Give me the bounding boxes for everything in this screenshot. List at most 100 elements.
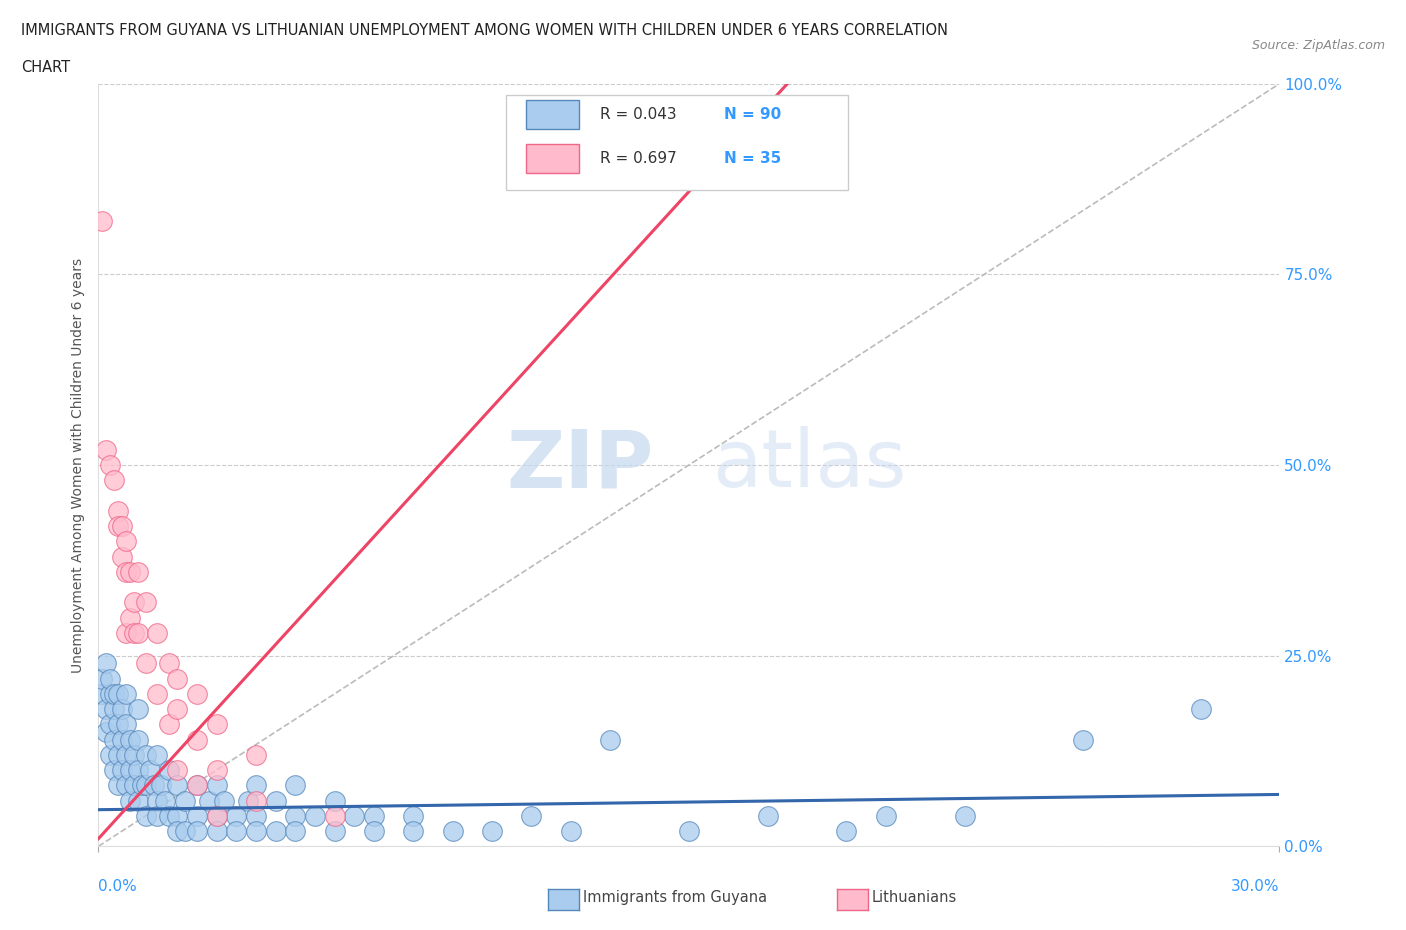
Point <box>91 214 114 229</box>
Point <box>96 724 118 739</box>
Point <box>174 793 197 808</box>
Point <box>127 565 149 579</box>
Point <box>135 748 157 763</box>
Point <box>166 701 188 716</box>
FancyBboxPatch shape <box>526 144 579 173</box>
Point <box>146 793 169 808</box>
Point <box>174 824 197 839</box>
Point <box>186 777 208 792</box>
Point <box>756 808 779 823</box>
Point <box>115 777 138 792</box>
Point <box>96 701 118 716</box>
Point <box>107 686 129 701</box>
Point <box>103 732 125 747</box>
Point <box>98 686 121 701</box>
Point <box>122 595 145 610</box>
Point <box>402 808 425 823</box>
Text: R = 0.697: R = 0.697 <box>600 151 678 166</box>
Text: IMMIGRANTS FROM GUYANA VS LITHUANIAN UNEMPLOYMENT AMONG WOMEN WITH CHILDREN UNDE: IMMIGRANTS FROM GUYANA VS LITHUANIAN UNE… <box>21 23 948 38</box>
Point <box>166 671 188 686</box>
Point <box>103 686 125 701</box>
Point <box>103 472 125 487</box>
Point <box>118 793 141 808</box>
Point <box>111 549 134 564</box>
Text: R = 0.043: R = 0.043 <box>600 108 676 123</box>
Point <box>441 824 464 839</box>
Point <box>122 625 145 640</box>
FancyBboxPatch shape <box>506 95 848 191</box>
Point <box>91 671 114 686</box>
Point <box>481 824 503 839</box>
Point <box>245 777 267 792</box>
Point <box>115 686 138 701</box>
Point <box>284 777 307 792</box>
Point <box>835 824 858 839</box>
Point <box>186 808 208 823</box>
Text: N = 35: N = 35 <box>724 151 782 166</box>
Text: ZIP: ZIP <box>506 426 654 504</box>
Point <box>131 777 153 792</box>
Point <box>363 808 385 823</box>
Point <box>98 458 121 472</box>
Point <box>135 656 157 671</box>
Point <box>98 671 121 686</box>
Point <box>107 748 129 763</box>
Point <box>245 824 267 839</box>
Point <box>205 777 228 792</box>
Point <box>115 625 138 640</box>
Point <box>678 824 700 839</box>
Point <box>96 443 118 458</box>
Point <box>166 808 188 823</box>
Point <box>107 503 129 518</box>
Point <box>118 732 141 747</box>
Point <box>157 717 180 732</box>
Point <box>118 763 141 777</box>
Point <box>157 656 180 671</box>
Point <box>103 763 125 777</box>
Point <box>127 793 149 808</box>
Point <box>197 793 219 808</box>
Point <box>264 793 287 808</box>
Point <box>98 748 121 763</box>
Point <box>155 793 177 808</box>
Point <box>323 793 346 808</box>
Point <box>111 763 134 777</box>
Point <box>103 701 125 716</box>
Text: 0.0%: 0.0% <box>98 879 138 894</box>
Point <box>1071 732 1094 747</box>
Point <box>205 717 228 732</box>
Point <box>166 824 188 839</box>
Point <box>875 808 897 823</box>
Point <box>186 732 208 747</box>
Text: atlas: atlas <box>713 426 907 504</box>
Point <box>150 777 173 792</box>
Point <box>186 686 208 701</box>
Text: Immigrants from Guyana: Immigrants from Guyana <box>583 890 768 905</box>
Point <box>166 763 188 777</box>
Point <box>135 595 157 610</box>
Point <box>135 777 157 792</box>
Point <box>118 565 141 579</box>
Point <box>953 808 976 823</box>
Point <box>96 656 118 671</box>
Point <box>127 763 149 777</box>
Point <box>284 808 307 823</box>
Point <box>245 808 267 823</box>
Text: N = 90: N = 90 <box>724 108 782 123</box>
Point <box>122 748 145 763</box>
Point <box>205 763 228 777</box>
Point <box>225 808 247 823</box>
Text: Lithuanians: Lithuanians <box>872 890 957 905</box>
Point <box>135 808 157 823</box>
Point <box>146 808 169 823</box>
Point <box>98 717 121 732</box>
Point <box>107 519 129 534</box>
Point <box>146 686 169 701</box>
Y-axis label: Unemployment Among Women with Children Under 6 years: Unemployment Among Women with Children U… <box>72 258 86 672</box>
Point <box>157 763 180 777</box>
Text: Source: ZipAtlas.com: Source: ZipAtlas.com <box>1251 39 1385 52</box>
Point <box>205 808 228 823</box>
Text: 30.0%: 30.0% <box>1232 879 1279 894</box>
Point <box>186 777 208 792</box>
Point <box>304 808 326 823</box>
